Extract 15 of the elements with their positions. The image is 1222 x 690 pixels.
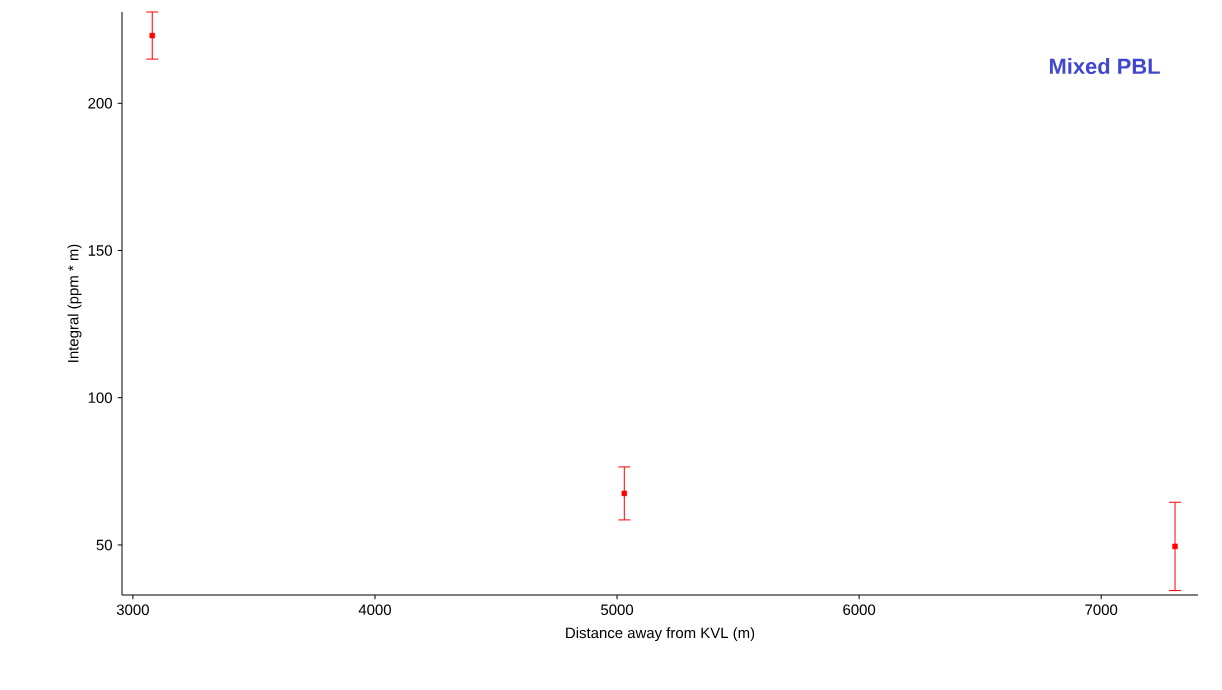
point	[621, 490, 628, 497]
x-tick-label: 3000	[116, 604, 149, 616]
y-tick-label: 150	[88, 245, 112, 256]
x-tick-label: 6000	[843, 604, 876, 616]
x-tick-label: 7000	[1085, 604, 1118, 616]
x-tick-label: 5000	[601, 604, 634, 616]
y-tick-label: 200	[88, 97, 112, 109]
point	[149, 32, 155, 39]
y-axis-title: Integral (ppm * m)	[67, 244, 82, 362]
x-axis-title: Distance away from KVL (m)	[566, 627, 755, 642]
y-tick-label: 50	[96, 539, 112, 551]
x-tick-label: 4000	[358, 604, 391, 616]
point	[1172, 543, 1178, 550]
y-tick-label: 100	[88, 392, 112, 403]
annotation: Mixed PBL	[1050, 57, 1160, 75]
